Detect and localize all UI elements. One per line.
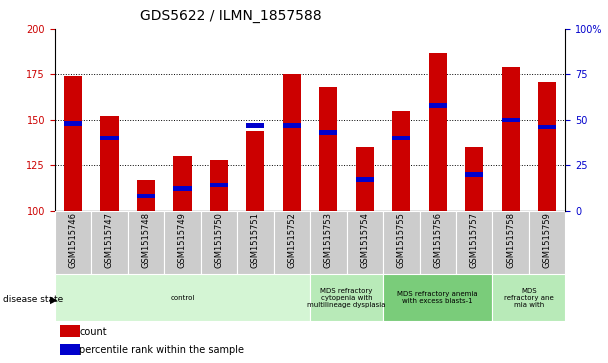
Bar [64,121,82,126]
Text: GSM1515748: GSM1515748 [142,212,150,269]
Bar [164,211,201,274]
Bar [60,344,80,355]
Bar [91,211,128,274]
Text: GSM1515757: GSM1515757 [470,212,478,269]
Bar [210,183,228,187]
Bar [201,211,237,274]
Bar [137,180,155,211]
Text: GSM1515756: GSM1515756 [434,212,442,269]
Bar [383,274,492,321]
Text: GSM1515754: GSM1515754 [361,212,369,268]
Bar [529,211,565,274]
Bar [492,211,529,274]
Bar [100,116,119,211]
Bar [283,74,301,211]
Bar [310,274,383,321]
Bar [246,131,264,211]
Text: GSM1515753: GSM1515753 [324,212,333,269]
Bar [319,130,337,135]
Bar [128,211,164,274]
Bar [173,187,192,191]
Text: disease state: disease state [3,295,63,304]
Bar [347,211,383,274]
Text: control: control [170,295,195,301]
Text: GSM1515752: GSM1515752 [288,212,296,268]
Text: percentile rank within the sample: percentile rank within the sample [79,344,244,355]
Bar [392,136,410,140]
Bar [55,274,310,321]
Text: GSM1515746: GSM1515746 [69,212,77,269]
Text: GSM1515758: GSM1515758 [506,212,515,269]
Text: count: count [79,327,107,337]
Bar [319,87,337,211]
Text: GSM1515747: GSM1515747 [105,212,114,269]
Bar [492,274,565,321]
Bar [420,211,456,274]
Bar [283,123,301,127]
Bar [137,194,155,198]
Bar [100,136,119,140]
Text: GSM1515759: GSM1515759 [543,212,551,268]
Bar [429,103,447,107]
Bar [173,156,192,211]
Bar [237,211,274,274]
Bar [538,82,556,211]
Bar [356,178,374,182]
Text: GSM1515750: GSM1515750 [215,212,223,268]
Bar [538,125,556,129]
Bar [502,118,520,122]
Bar [310,211,347,274]
Bar [456,211,492,274]
Bar [356,147,374,211]
Bar [383,211,420,274]
Text: ▶: ▶ [50,294,57,305]
Bar [210,160,228,211]
Text: GSM1515749: GSM1515749 [178,212,187,268]
Bar [246,123,264,127]
Text: GSM1515755: GSM1515755 [397,212,406,268]
Bar [64,76,82,211]
Bar [502,67,520,211]
Bar [429,53,447,211]
Bar [55,211,91,274]
Text: MDS refractory anemia
with excess blasts-1: MDS refractory anemia with excess blasts… [398,291,478,304]
Bar [465,172,483,176]
Bar [465,147,483,211]
Bar [60,325,80,337]
Text: GSM1515751: GSM1515751 [251,212,260,268]
Bar [392,111,410,211]
Bar [274,211,310,274]
Text: GDS5622 / ILMN_1857588: GDS5622 / ILMN_1857588 [140,9,322,23]
Text: MDS refractory
cytopenia with
multilineage dysplasia: MDS refractory cytopenia with multilinea… [307,287,386,308]
Text: MDS
refractory ane
mia with: MDS refractory ane mia with [504,287,554,308]
